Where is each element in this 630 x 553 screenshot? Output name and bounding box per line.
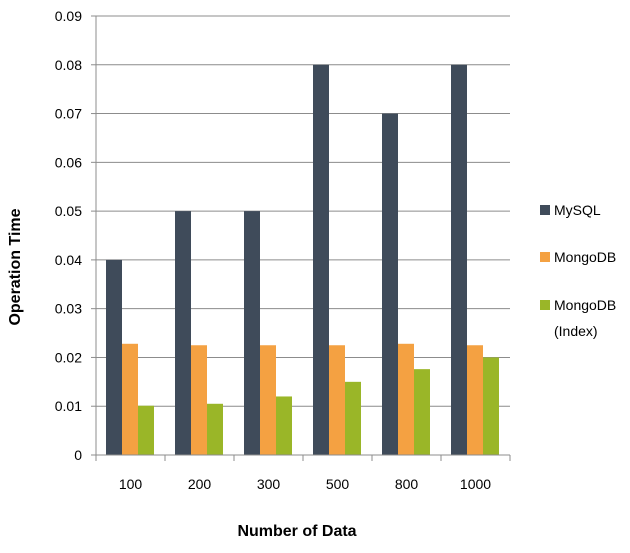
legend-label: MongoDB — [554, 297, 616, 313]
bar-mysql-500 — [313, 64, 329, 456]
bar-mongodb-index-800 — [414, 369, 430, 455]
y-tick-label: 0.03 — [55, 301, 82, 317]
y-tick-label: 0.09 — [55, 8, 82, 24]
x-tick-label: 100 — [119, 476, 143, 492]
y-tick-label: 0.04 — [55, 252, 82, 268]
bar-mongodb-index-100 — [138, 405, 154, 455]
bar-mongodb-index-1000 — [483, 357, 499, 455]
bar-mysql-300 — [244, 211, 260, 455]
y-tick-label: 0 — [74, 447, 82, 463]
legend-label: MySQL — [554, 202, 601, 218]
bar-mysql-200 — [175, 211, 191, 455]
bar-mongodb-index-200 — [207, 403, 223, 455]
y-tick-label: 0.06 — [55, 154, 82, 170]
y-tick-label: 0.07 — [55, 106, 82, 122]
x-tick-label: 500 — [326, 476, 350, 492]
bar-mongodb-index-500 — [345, 381, 361, 455]
x-axis-title: Number of Data — [237, 523, 356, 540]
y-axis-title: Operation Time — [7, 208, 24, 325]
bar-mysql-1000 — [451, 64, 467, 456]
x-tick-label: 1000 — [460, 476, 491, 492]
bar-mongodb-1000 — [467, 345, 483, 455]
axes — [91, 15, 511, 461]
y-tick-label: 0.05 — [55, 203, 82, 219]
y-tick-label: 0.01 — [55, 398, 82, 414]
gridlines — [96, 15, 510, 407]
bar-mongodb-800 — [398, 343, 414, 455]
x-tick-label: 300 — [257, 476, 281, 492]
legend-swatch — [540, 205, 550, 215]
y-tick-label: 0.02 — [55, 349, 82, 365]
bar-mongodb-200 — [191, 345, 207, 455]
legend-label: MongoDB — [554, 249, 616, 265]
bar-mysql-800 — [382, 113, 398, 456]
x-tick-labels: 100 200 300 500 800 1000 — [119, 476, 491, 492]
legend-label: (Index) — [554, 323, 598, 339]
bar-mongodb-100 — [122, 343, 138, 455]
x-tick-label: 800 — [395, 476, 419, 492]
bars — [106, 64, 499, 456]
bar-mysql-100 — [106, 259, 122, 455]
y-tick-label: 0.08 — [55, 57, 82, 73]
x-tick-label: 200 — [188, 476, 212, 492]
bar-mongodb-300 — [260, 345, 276, 455]
y-tick-labels: 0 0.01 0.02 0.03 0.04 0.05 0.06 0.07 0.08 0.09 — [55, 8, 82, 463]
legend: MySQL MongoDB MongoDB (Index) — [540, 202, 616, 339]
legend-swatch — [540, 300, 550, 310]
legend-swatch — [540, 252, 550, 262]
bar-mongodb-500 — [329, 345, 345, 455]
bar-mongodb-index-300 — [276, 396, 292, 455]
